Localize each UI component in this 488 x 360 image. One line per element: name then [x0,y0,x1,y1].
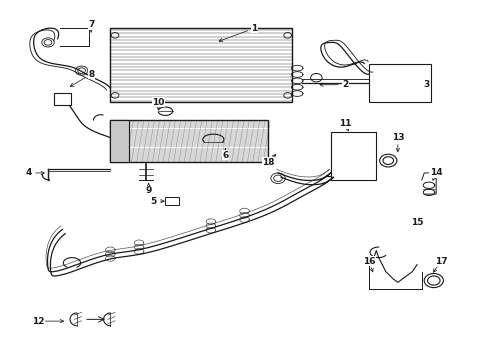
Bar [110,120,129,162]
Text: 17: 17 [434,257,447,266]
Text: 14: 14 [429,168,442,177]
Bar [368,64,430,102]
Text: 1: 1 [250,24,257,33]
Bar [330,132,376,180]
Text: 13: 13 [391,133,403,142]
Text: 5: 5 [150,197,156,206]
Text: 9: 9 [145,186,152,195]
Bar [54,93,71,105]
Text: 16: 16 [362,257,375,266]
Bar [110,28,292,102]
Text: 7: 7 [88,20,94,29]
Text: 3: 3 [423,80,429,89]
Text: 6: 6 [222,151,228,160]
Text: 8: 8 [88,70,94,79]
Text: 11: 11 [338,119,351,128]
Text: 15: 15 [410,218,423,227]
Bar [165,197,179,205]
Text: 18: 18 [262,158,274,167]
Bar [110,120,268,162]
Text: 4: 4 [25,168,32,177]
Text: 10: 10 [152,98,164,107]
Text: 2: 2 [341,80,347,89]
Text: 12: 12 [32,317,44,325]
